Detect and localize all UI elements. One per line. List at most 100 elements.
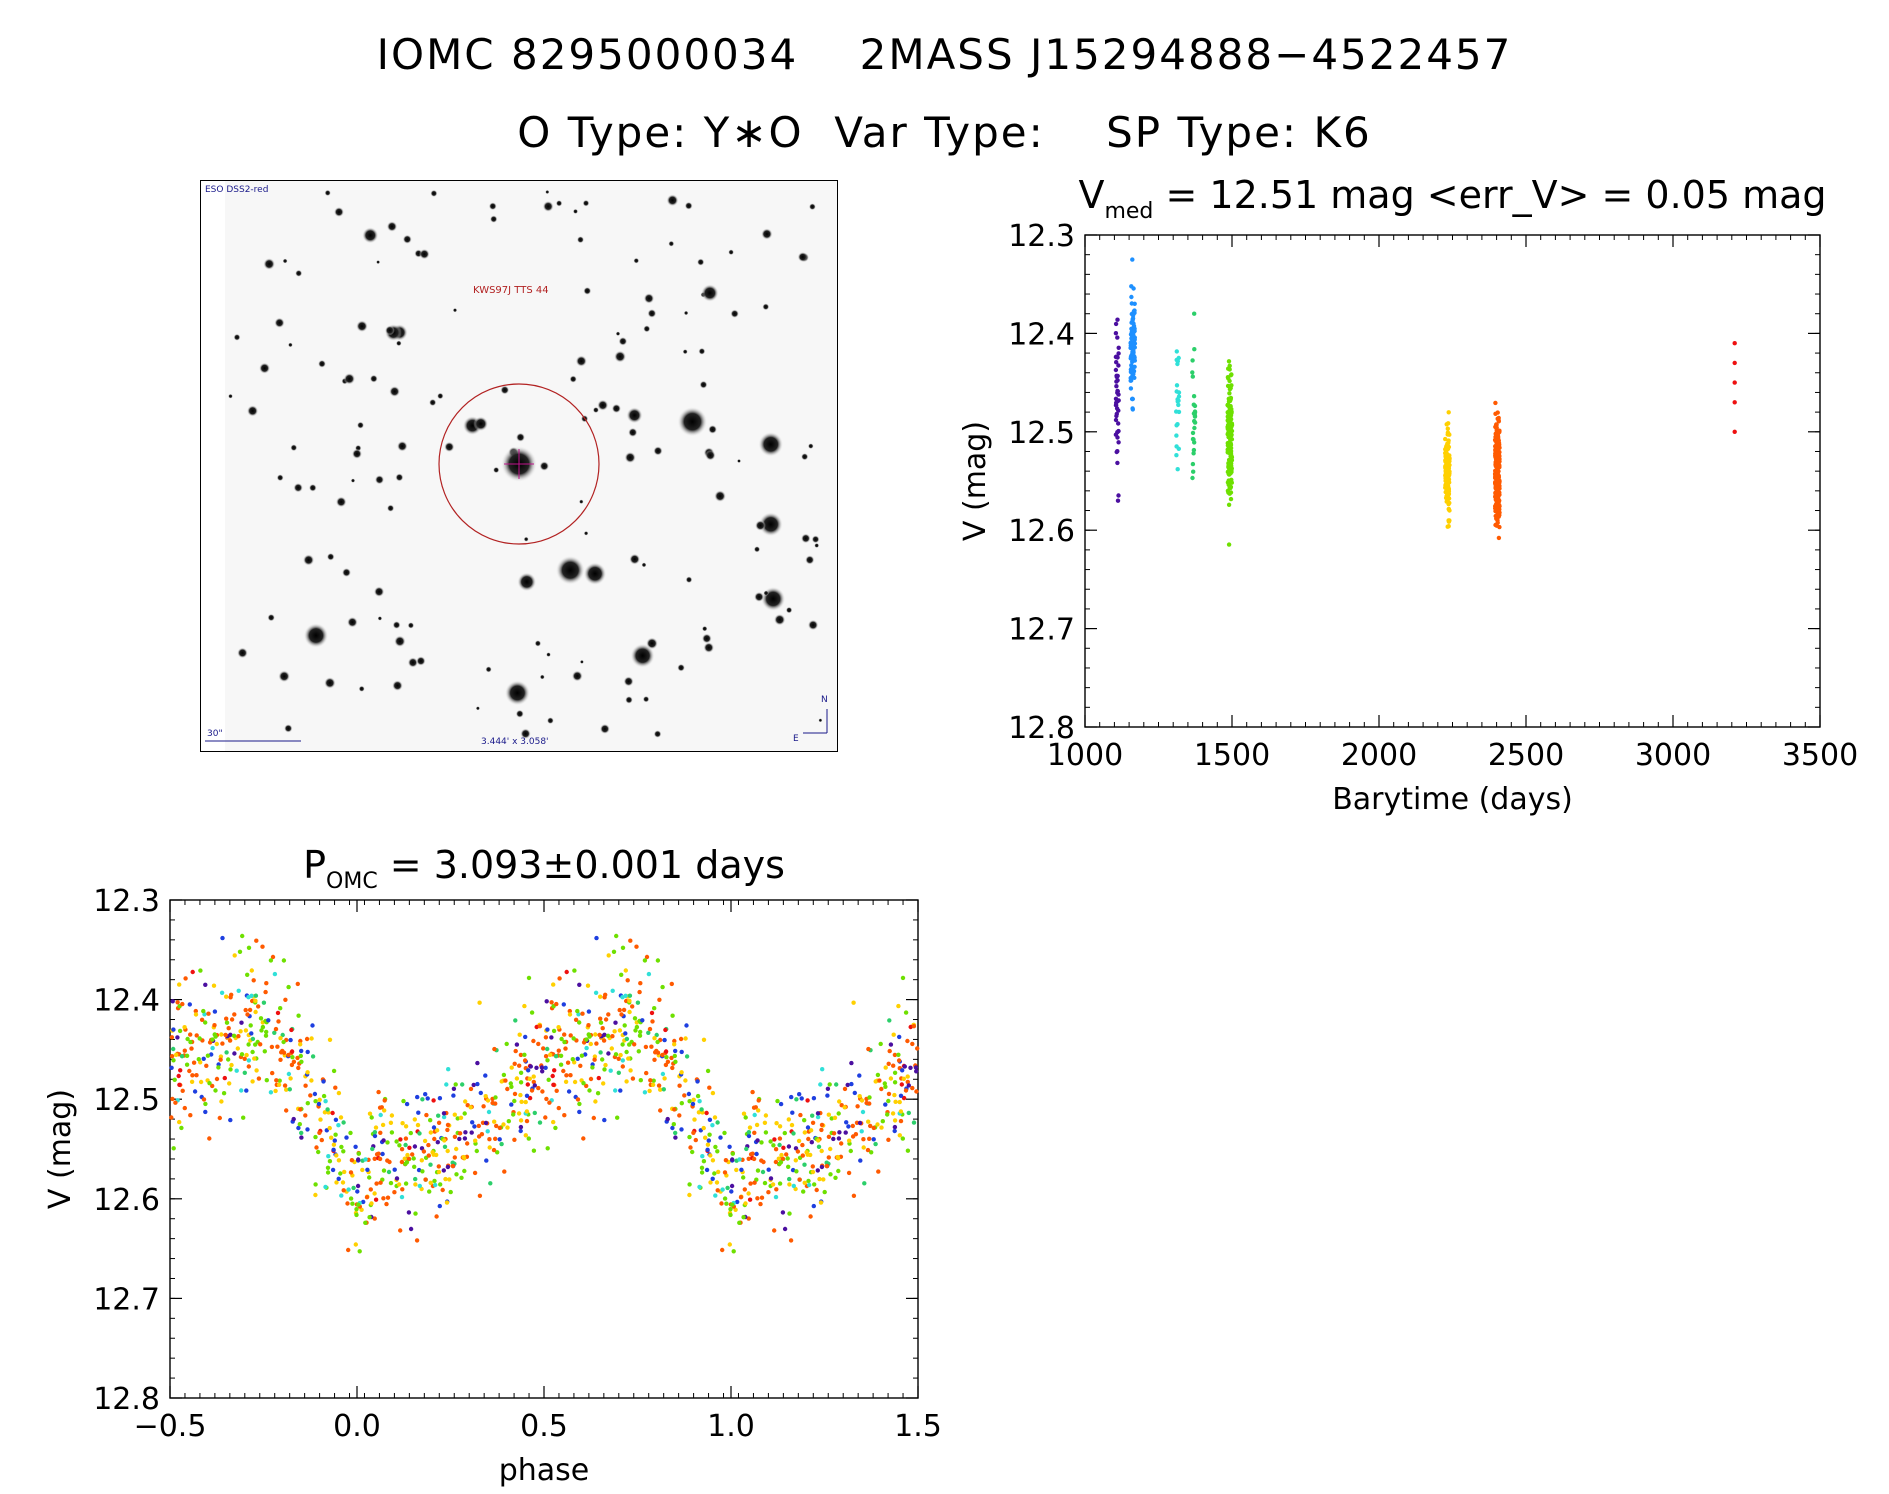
finder-star [629, 553, 641, 565]
phased-data-point [703, 1135, 708, 1140]
phased-data-point [819, 1127, 824, 1133]
phased-data-point [616, 1070, 621, 1076]
phased-data-point [279, 1050, 284, 1055]
phased-data-point [896, 1058, 902, 1063]
phased-data-point [323, 1184, 328, 1190]
lightcurve-data-point [1192, 413, 1198, 418]
phased-data-point [864, 1100, 869, 1106]
lightcurve-data-point [1493, 444, 1498, 449]
lightcurve-data-point [1176, 390, 1182, 395]
phased-data-point [413, 1176, 418, 1182]
finder-star [630, 643, 655, 668]
phased-data-point [545, 1046, 550, 1052]
phased-data-point [713, 1193, 718, 1198]
phased-data-point [657, 997, 662, 1002]
lightcurve-data-point [1113, 354, 1119, 360]
phased-data-point [720, 1187, 725, 1192]
phased-data-point [174, 1052, 179, 1058]
phased-data-point [193, 1012, 199, 1017]
phased-data-point [627, 1009, 632, 1015]
lightcurve-data-point [1175, 361, 1180, 367]
phased-data-point [603, 1017, 609, 1022]
phased-data-point [594, 935, 599, 941]
phased-data-point [319, 1137, 324, 1143]
phased-data-point [529, 1010, 535, 1015]
phased-data-point [577, 982, 582, 987]
phased-data-point [886, 1098, 891, 1104]
phased-data-point [331, 1142, 337, 1147]
lightcurve-data-point [1493, 400, 1498, 406]
phased-data-point [669, 981, 674, 987]
phased-data-point [207, 1081, 212, 1086]
phased-data-point [754, 1151, 759, 1157]
phased-data-point [241, 1115, 246, 1120]
phased-data-point [619, 972, 624, 977]
phased-data-point [336, 1090, 342, 1096]
phased-data-point [369, 1201, 374, 1206]
phased-data-point [312, 1091, 318, 1097]
phased-data-point [602, 995, 607, 1000]
phased-data-point [602, 1032, 607, 1038]
phased-data-point [819, 1148, 824, 1154]
phased-data-point [475, 1060, 480, 1066]
finder-star [369, 374, 378, 383]
phased-data-point [348, 1196, 354, 1201]
phased-data-point [172, 1077, 177, 1083]
phased-data-point [462, 1111, 467, 1116]
phased-data-point [235, 1046, 240, 1051]
phased-data-point [746, 1130, 752, 1135]
phased-data-point [891, 1032, 896, 1037]
lightcurve-data-point [1175, 399, 1180, 404]
phased-data-point [789, 1094, 794, 1100]
finder-star [347, 616, 358, 628]
phased-data-point [548, 1052, 553, 1058]
lightcurve-data-point [1446, 518, 1451, 523]
phased-data-point [399, 1194, 405, 1200]
phased-data-point [518, 1070, 524, 1076]
phased-data-point [772, 1137, 777, 1142]
phased-data-point [551, 1028, 557, 1034]
phased-data-point [621, 1007, 627, 1013]
phased-data-point [747, 1197, 753, 1202]
phased-data-point [808, 1214, 813, 1219]
lightcurve-data-point [1446, 501, 1451, 507]
phased-data-point [339, 1144, 344, 1150]
phased-data-point [305, 1101, 310, 1106]
phased-data-point [264, 1029, 269, 1035]
finder-survey-label: ESO DSS2-red [205, 185, 269, 195]
finder-star [276, 474, 284, 482]
phased-data-point [905, 1079, 910, 1085]
phased-data-point [672, 1053, 677, 1059]
lightcurve-data-point [1192, 409, 1198, 414]
phased-data-point [299, 1130, 304, 1136]
phased-data-point [403, 1124, 409, 1129]
phased-data-point [553, 1125, 558, 1131]
phased-data-point [759, 1140, 764, 1145]
lightcurve-data-point [1443, 459, 1448, 464]
phased-data-point [905, 1038, 910, 1044]
lightcurve-data-point [1732, 400, 1737, 405]
phased-data-point [336, 1123, 341, 1128]
phased-data-point [900, 1068, 905, 1073]
phased-data-point [882, 1081, 887, 1086]
phased-data-point [744, 1146, 749, 1152]
phased-data-point [531, 1038, 536, 1044]
phased-data-point [577, 1109, 582, 1115]
phased-data-point [679, 1070, 684, 1075]
finder-north-label: N [821, 695, 828, 705]
phased-data-point [849, 1081, 854, 1087]
phased-data-point [226, 1057, 231, 1062]
lightcurve-data-point [1226, 419, 1231, 424]
phased-data-point [652, 1006, 657, 1011]
phased-data-point [417, 1131, 422, 1136]
finder-star [326, 552, 335, 561]
finder-star [376, 260, 381, 265]
phased-data-point [495, 1150, 500, 1155]
phased-data-point [396, 1182, 402, 1187]
phased-data-point [788, 1238, 794, 1243]
finder-star [677, 663, 685, 672]
lightcurve-data-point [1226, 542, 1232, 547]
lightcurve-data-point [1129, 294, 1134, 300]
phased-data-point [845, 1082, 850, 1088]
finder-star [545, 189, 550, 195]
